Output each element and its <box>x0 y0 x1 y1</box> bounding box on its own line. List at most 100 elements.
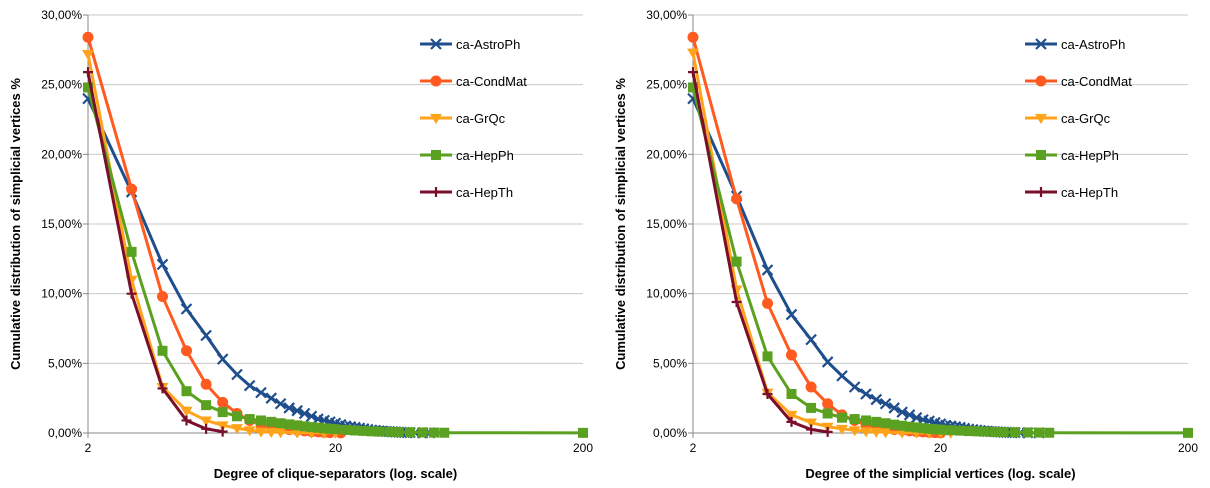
data-point <box>998 427 1009 438</box>
data-point <box>358 425 369 436</box>
data-point <box>870 393 883 406</box>
legend-label: ca-CondMat <box>456 74 527 89</box>
legend-entry: ca-HepTh <box>420 185 513 200</box>
data-point <box>578 427 588 438</box>
data-point <box>216 353 229 365</box>
x-tick-label: 200 <box>1178 441 1198 455</box>
data-point <box>837 412 848 423</box>
data-point <box>731 193 743 205</box>
y-tick-label: 20,00% <box>41 147 82 161</box>
data-point <box>255 415 266 426</box>
data-point <box>200 416 213 427</box>
legend-marker <box>430 38 442 50</box>
y-tick-label: 25,00% <box>646 78 687 92</box>
data-point <box>785 410 798 421</box>
legend-label: ca-GrQc <box>456 111 506 126</box>
x-tick-label: 2 <box>690 441 697 455</box>
data-point <box>156 258 169 271</box>
data-point <box>761 264 774 276</box>
data-point <box>82 31 94 43</box>
data-point <box>870 427 883 438</box>
data-point <box>265 392 278 404</box>
data-point <box>888 402 900 414</box>
data-point <box>821 356 834 368</box>
data-point <box>848 426 861 437</box>
data-point <box>274 428 287 439</box>
data-point <box>306 422 317 433</box>
legend-entry: ca-CondMat <box>420 74 527 89</box>
data-point <box>822 398 834 410</box>
x-tick-label: 2 <box>85 441 92 455</box>
data-point <box>181 386 192 397</box>
data-point <box>897 420 908 431</box>
data-point <box>180 406 193 417</box>
data-point <box>896 406 908 418</box>
legend-entry: ca-HepPh <box>420 148 514 163</box>
data-point <box>836 424 849 435</box>
data-point <box>879 428 892 439</box>
legend-label: ca-CondMat <box>1061 74 1132 89</box>
data-point <box>822 426 833 437</box>
data-point <box>439 427 450 438</box>
data-point <box>859 427 872 438</box>
chart-left: 0,00% 5,00% 10,00% 15,00% 20,00% 25,00% 30,00%… <box>8 8 593 481</box>
data-point <box>299 421 310 432</box>
data-point <box>340 424 351 435</box>
data-point <box>319 423 330 434</box>
legend-entry: ca-HepTh <box>1025 185 1118 200</box>
gridlines: 0,00% 5,00% 10,00% 15,00% 20,00% 25,00% 30,00% <box>41 8 583 440</box>
data-point <box>126 246 137 257</box>
legend-label: ca-HepPh <box>1061 148 1119 163</box>
legend-entry: ca-GrQc <box>1025 111 1111 126</box>
y-axis-title: Cumulative distribution of simplicial ve… <box>613 78 628 370</box>
y-tick-label: 10,00% <box>41 287 82 301</box>
data-point <box>126 183 138 195</box>
data-point <box>805 381 817 393</box>
data-point <box>1022 427 1033 438</box>
data-point <box>871 416 882 427</box>
data-point <box>243 379 256 392</box>
data-point <box>785 308 798 321</box>
legend-label: ca-HepTh <box>1061 185 1118 200</box>
legend-entry: ca-CondMat <box>1025 74 1132 89</box>
data-point <box>201 400 212 411</box>
legend-entry: ca-AstroPh <box>420 37 520 52</box>
data-point <box>731 297 742 308</box>
y-tick-label: 15,00% <box>41 217 82 231</box>
y-axis-title: Cumulative distribution of simplicial ve… <box>8 78 23 370</box>
data-point <box>822 408 833 419</box>
data-point <box>963 426 974 437</box>
legend-entry: ca-AstroPh <box>1025 37 1125 52</box>
data-point <box>83 82 93 93</box>
data-point <box>384 426 395 437</box>
data-point <box>849 414 860 425</box>
data-point <box>324 423 335 434</box>
data-point <box>860 415 871 426</box>
data-point <box>762 388 773 399</box>
data-point <box>935 424 946 435</box>
data-point <box>955 425 966 436</box>
y-tick-label: 15,00% <box>646 217 687 231</box>
data-point <box>806 424 817 435</box>
data-point <box>929 424 940 435</box>
x-tick-label: 200 <box>573 441 593 455</box>
data-point <box>231 424 244 435</box>
legend-marker <box>1036 187 1046 197</box>
data-point <box>217 426 228 437</box>
data-point <box>918 423 929 434</box>
data-point <box>275 418 286 429</box>
data-point <box>254 427 267 438</box>
gridlines: 0,00% 5,00% 10,00% 15,00% 20,00% 25,00% 30,00% <box>646 8 1188 440</box>
legend-label: ca-HepTh <box>456 185 513 200</box>
series-line <box>86 53 336 435</box>
data-point <box>1033 427 1044 438</box>
chart-right-svg: 0,00% 5,00% 10,00% 15,00% 20,00% 25,00% 30,00%… <box>613 8 1198 481</box>
y-tick-label: 5,00% <box>48 356 82 370</box>
data-point <box>393 427 404 438</box>
legend-marker <box>1036 150 1046 160</box>
data-point <box>82 50 94 61</box>
series-line <box>691 87 1189 435</box>
data-point <box>126 288 137 299</box>
x-axis-title: Degree of clique-separators (log. scale) <box>214 466 457 481</box>
data-point <box>180 303 193 315</box>
